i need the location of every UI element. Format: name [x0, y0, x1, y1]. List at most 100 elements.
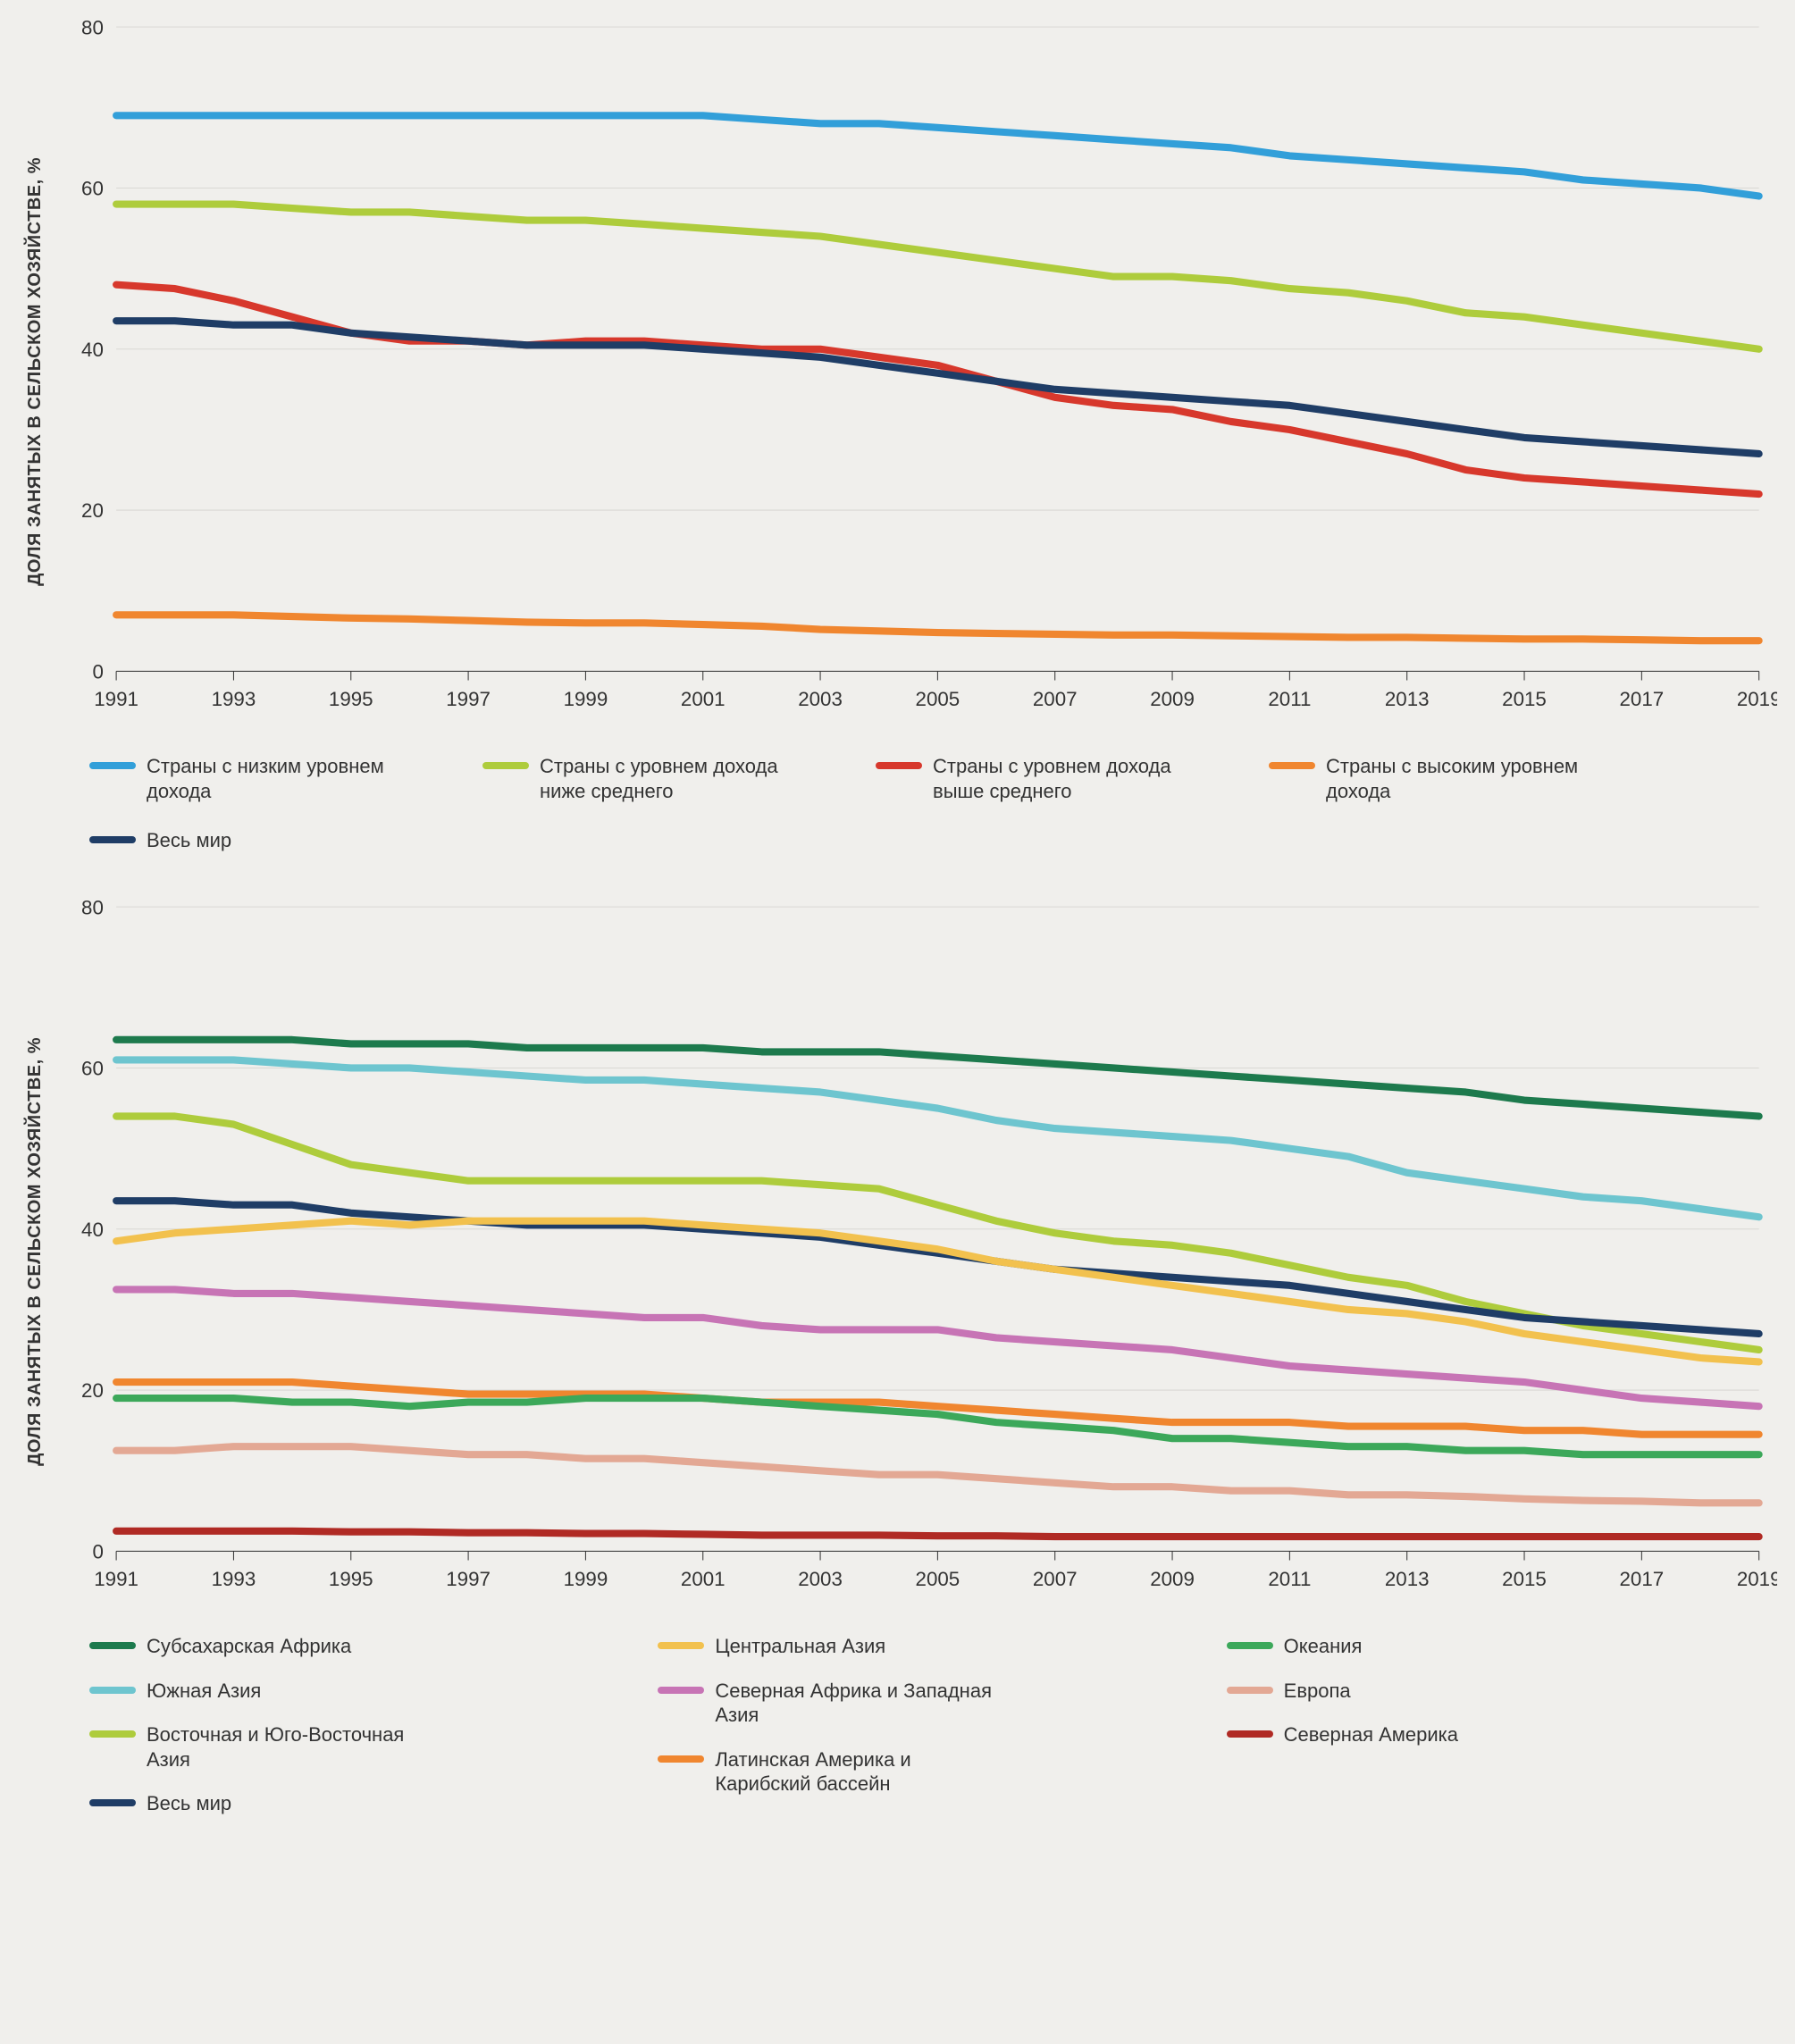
plot-area-1: 0204060801991199319951997199920012003200…: [53, 18, 1777, 725]
legend-swatch: [89, 836, 136, 843]
svg-text:60: 60: [81, 1057, 104, 1079]
svg-text:1995: 1995: [329, 688, 373, 710]
legend-label: Весь мир: [147, 1791, 231, 1816]
legend-column: Субсахарская Африка Южная Азия Восточная и…: [89, 1634, 604, 1816]
y-axis-label-2: ДОЛЯ ЗАНЯТЫХ В СЕЛЬСКОМ ХОЗЯЙСТВЕ, %: [18, 1037, 53, 1466]
svg-text:1991: 1991: [94, 1568, 138, 1590]
legend-swatch: [1227, 1642, 1273, 1649]
svg-text:2003: 2003: [798, 688, 843, 710]
series-europe: [116, 1446, 1759, 1503]
svg-text:2007: 2007: [1033, 688, 1078, 710]
legend-label: Океания: [1284, 1634, 1363, 1659]
legend-item-high-income: Страны с высоким уровнем дохода: [1269, 754, 1608, 803]
svg-text:2019: 2019: [1737, 1568, 1777, 1590]
svg-text:2003: 2003: [798, 1568, 843, 1590]
legend-swatch: [658, 1687, 704, 1694]
y-axis-label-1: ДОЛЯ ЗАНЯТЫХ В СЕЛЬСКОМ ХОЗЯЙСТВЕ, %: [18, 157, 53, 586]
chart-regions: ДОЛЯ ЗАНЯТЫХ В СЕЛЬСКОМ ХОЗЯЙСТВЕ, % 0 20…: [18, 898, 1777, 1825]
chart-income-groups: ДОЛЯ ЗАНЯТЫХ В СЕЛЬСКОМ ХОЗЯЙСТВЕ, % 0 20…: [18, 18, 1777, 862]
legend-item-sasia: Южная Азия: [89, 1679, 429, 1704]
svg-text:40: 40: [81, 1219, 104, 1241]
svg-text:2015: 2015: [1502, 688, 1547, 710]
svg-text:1999: 1999: [564, 1568, 608, 1590]
legend-item-europe: Европа: [1227, 1679, 1566, 1704]
legend-label: Латинская Америка и Карибский бассейн: [715, 1747, 997, 1797]
legend-label: Страны с высоким уровнем дохода: [1326, 754, 1608, 803]
svg-text:60: 60: [81, 178, 104, 200]
legend-label: Субсахарская Африка: [147, 1634, 351, 1659]
legend-1: Страны с низким уровнем дохода Страны с у…: [18, 725, 1777, 862]
svg-text:1993: 1993: [212, 688, 256, 710]
plot-wrap: ДОЛЯ ЗАНЯТЫХ В СЕЛЬСКОМ ХОЗЯЙСТВЕ, % 0 20…: [18, 18, 1777, 725]
line-chart-1: 0204060801991199319951997199920012003200…: [53, 18, 1777, 725]
svg-text:2017: 2017: [1620, 1568, 1665, 1590]
plot-area-2: 0204060801991199319951997199920012003200…: [53, 898, 1777, 1605]
legend-label: Южная Азия: [147, 1679, 261, 1704]
legend-swatch: [89, 1687, 136, 1694]
legend-item-casia: Центральная Азия: [658, 1634, 997, 1659]
legend-item-world: Весь мир: [89, 1791, 429, 1816]
legend-swatch: [89, 1799, 136, 1806]
legend-label: Восточная и Юго-Восточная Азия: [147, 1722, 429, 1772]
series-sasia: [116, 1060, 1759, 1217]
svg-text:2011: 2011: [1268, 1568, 1311, 1590]
legend-label: Центральная Азия: [715, 1634, 885, 1659]
legend-column: Океания Европа Северная Америка: [1227, 1634, 1741, 1816]
svg-text:2005: 2005: [916, 1568, 960, 1590]
legend-label: Северная Африка и Западная Азия: [715, 1679, 997, 1728]
legend-item-ssa: Субсахарская Африка: [89, 1634, 429, 1659]
legend-column: Центральная Азия Северная Африка и Западн…: [658, 1634, 1172, 1816]
legend-item-low-income: Страны с низким уровнем дохода: [89, 754, 429, 803]
svg-text:2001: 2001: [681, 1568, 726, 1590]
svg-text:20: 20: [81, 1379, 104, 1402]
series-low-income: [116, 115, 1759, 196]
legend-label: Европа: [1284, 1679, 1351, 1704]
svg-text:80: 80: [81, 18, 104, 38]
legend-swatch: [1269, 762, 1315, 769]
svg-text:2013: 2013: [1385, 688, 1430, 710]
legend-label: Северная Америка: [1284, 1722, 1458, 1747]
svg-text:40: 40: [81, 339, 104, 361]
svg-text:1995: 1995: [329, 1568, 373, 1590]
svg-text:0: 0: [92, 1540, 103, 1562]
svg-text:2017: 2017: [1620, 688, 1665, 710]
legend-2: Субсахарская Африка Южная Азия Восточная и…: [18, 1605, 1777, 1825]
legend-item-oceania: Океания: [1227, 1634, 1566, 1659]
svg-text:1997: 1997: [446, 688, 491, 710]
svg-text:2005: 2005: [916, 688, 960, 710]
svg-text:2009: 2009: [1150, 688, 1195, 710]
series-world: [116, 321, 1759, 454]
legend-item-upper-middle: Страны с уровнем дохода выше среднего: [876, 754, 1215, 803]
svg-text:1991: 1991: [94, 688, 138, 710]
legend-swatch: [658, 1755, 704, 1763]
legend-label: Страны с уровнем дохода ниже среднего: [540, 754, 822, 803]
legend-swatch: [658, 1642, 704, 1649]
plot-wrap: ДОЛЯ ЗАНЯТЫХ В СЕЛЬСКОМ ХОЗЯЙСТВЕ, % 0 20…: [18, 898, 1777, 1605]
svg-text:2015: 2015: [1502, 1568, 1547, 1590]
legend-swatch: [89, 762, 136, 769]
legend-item-na: Северная Америка: [1227, 1722, 1566, 1747]
line-chart-2: 0204060801991199319951997199920012003200…: [53, 898, 1777, 1605]
svg-text:1997: 1997: [446, 1568, 491, 1590]
legend-swatch: [482, 762, 529, 769]
legend-label: Страны с уровнем дохода выше среднего: [933, 754, 1215, 803]
legend-item-lower-middle: Страны с уровнем дохода ниже среднего: [482, 754, 822, 803]
series-lower-middle: [116, 205, 1759, 349]
svg-text:2009: 2009: [1150, 1568, 1195, 1590]
svg-text:2011: 2011: [1268, 688, 1311, 710]
legend-item-world: Весь мир: [89, 828, 231, 853]
svg-text:2001: 2001: [681, 688, 726, 710]
series-na: [116, 1531, 1759, 1537]
legend-label: Страны с низким уровнем дохода: [147, 754, 429, 803]
svg-text:2013: 2013: [1385, 1568, 1430, 1590]
svg-text:2007: 2007: [1033, 1568, 1078, 1590]
svg-text:1999: 1999: [564, 688, 608, 710]
legend-item-nawa: Северная Африка и Западная Азия: [658, 1679, 997, 1728]
legend-swatch: [89, 1730, 136, 1738]
legend-swatch: [89, 1642, 136, 1649]
legend-swatch: [1227, 1730, 1273, 1738]
legend-swatch: [1227, 1687, 1273, 1694]
legend-label: Весь мир: [147, 828, 231, 853]
svg-text:80: 80: [81, 898, 104, 918]
svg-text:0: 0: [92, 660, 103, 683]
